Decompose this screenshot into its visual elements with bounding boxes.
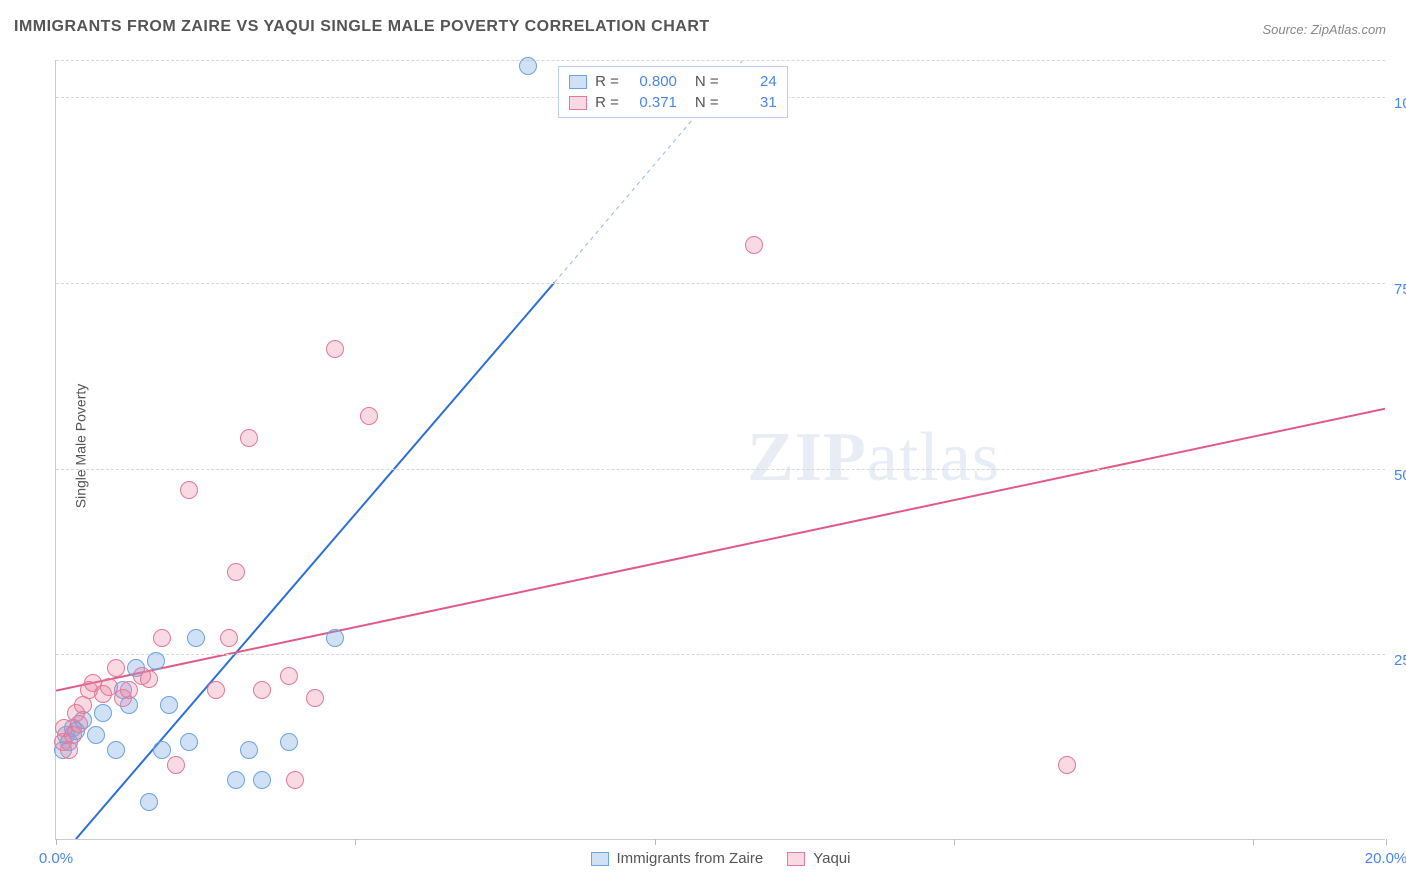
watermark-atlas: atlas (867, 419, 1000, 496)
plot-area: ZIPatlas Immigrants from ZaireYaqui 25.0… (55, 60, 1385, 840)
x-tick (1386, 839, 1387, 845)
data-point (187, 629, 205, 647)
gridline-h (56, 60, 1385, 61)
legend-swatch (569, 96, 587, 110)
data-point (745, 236, 763, 254)
data-point (167, 756, 185, 774)
data-point (326, 629, 344, 647)
legend-stats-row: R = 0.800 N = 24 (569, 71, 777, 92)
data-point (153, 629, 171, 647)
legend-swatch (569, 75, 587, 89)
legend-series-name: Immigrants from Zaire (617, 850, 764, 867)
chart-title: IMMIGRANTS FROM ZAIRE VS YAQUI SINGLE MA… (14, 18, 710, 36)
data-point (227, 563, 245, 581)
x-tick (655, 839, 656, 845)
legend-series-name: Yaqui (813, 850, 850, 867)
y-tick-label: 75.0% (1386, 281, 1406, 298)
legend-r-value: 0.800 (627, 73, 677, 90)
y-tick-label: 50.0% (1386, 467, 1406, 484)
data-point (253, 771, 271, 789)
legend-n-value: 31 (727, 94, 777, 111)
data-point (140, 670, 158, 688)
legend-stats: R = 0.800 N = 24 R = 0.371 N = 31 (558, 66, 788, 118)
legend-r-label: R = (595, 73, 619, 90)
legend-r-label: R = (595, 94, 619, 111)
source-label: Source: ZipAtlas.com (1262, 22, 1386, 37)
watermark-zip: ZIP (747, 419, 867, 496)
data-point (220, 629, 238, 647)
data-point (306, 689, 324, 707)
data-point (107, 659, 125, 677)
data-point (107, 741, 125, 759)
legend-r-value: 0.371 (627, 94, 677, 111)
data-point (1058, 756, 1076, 774)
x-tick-label: 0.0% (39, 850, 73, 867)
x-tick (355, 839, 356, 845)
legend-swatch (591, 852, 609, 866)
data-point (280, 733, 298, 751)
data-point (207, 681, 225, 699)
data-point (227, 771, 245, 789)
legend-bottom: Immigrants from Zaire Yaqui (591, 850, 851, 867)
data-point (326, 340, 344, 358)
data-point (180, 481, 198, 499)
x-tick-label: 20.0% (1365, 850, 1406, 867)
data-point (70, 715, 88, 733)
data-point (519, 57, 537, 75)
legend-swatch (787, 852, 805, 866)
legend-stats-row: R = 0.371 N = 31 (569, 92, 777, 113)
trend-line (56, 409, 1385, 691)
gridline-h (56, 283, 1385, 284)
trend-lines (56, 60, 1385, 839)
legend-n-label: N = (695, 94, 719, 111)
trend-line (76, 283, 554, 839)
x-tick (56, 839, 57, 845)
data-point (94, 704, 112, 722)
x-tick (1253, 839, 1254, 845)
data-point (140, 793, 158, 811)
legend-n-value: 24 (727, 73, 777, 90)
legend-item: Yaqui (787, 850, 850, 867)
data-point (120, 681, 138, 699)
data-point (280, 667, 298, 685)
gridline-h (56, 469, 1385, 470)
x-tick (954, 839, 955, 845)
y-tick-label: 100.0% (1386, 95, 1406, 112)
data-point (253, 681, 271, 699)
data-point (87, 726, 105, 744)
data-point (147, 652, 165, 670)
watermark: ZIPatlas (747, 418, 1000, 498)
data-point (180, 733, 198, 751)
data-point (286, 771, 304, 789)
y-tick-label: 25.0% (1386, 652, 1406, 669)
data-point (153, 741, 171, 759)
data-point (240, 741, 258, 759)
data-point (160, 696, 178, 714)
data-point (240, 429, 258, 447)
legend-n-label: N = (695, 73, 719, 90)
data-point (360, 407, 378, 425)
legend-item: Immigrants from Zaire (591, 850, 764, 867)
gridline-h (56, 654, 1385, 655)
